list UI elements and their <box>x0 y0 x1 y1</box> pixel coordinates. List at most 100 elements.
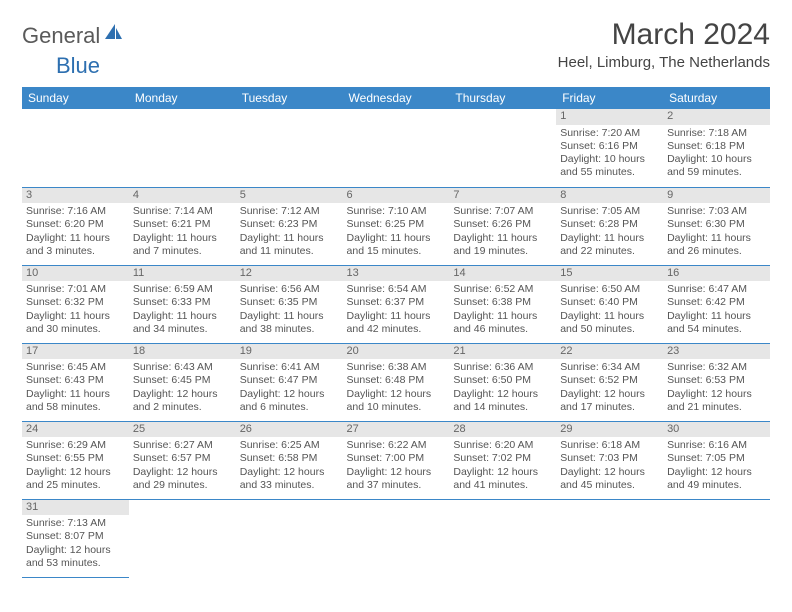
calendar-row: 3Sunrise: 7:16 AMSunset: 6:20 PMDaylight… <box>22 187 770 265</box>
day-number: 7 <box>449 188 556 204</box>
day-number: 20 <box>343 344 450 360</box>
day-line-ss: Sunset: 6:42 PM <box>667 296 766 309</box>
day-line-d1: Daylight: 12 hours <box>26 544 125 557</box>
day-line-d1: Daylight: 11 hours <box>26 388 125 401</box>
calendar-row: 24Sunrise: 6:29 AMSunset: 6:55 PMDayligh… <box>22 421 770 499</box>
day-number: 14 <box>449 266 556 282</box>
day-body: Sunrise: 6:41 AMSunset: 6:47 PMDaylight:… <box>236 359 343 418</box>
day-body: Sunrise: 6:47 AMSunset: 6:42 PMDaylight:… <box>663 281 770 340</box>
calendar-cell: 13Sunrise: 6:54 AMSunset: 6:37 PMDayligh… <box>343 265 450 343</box>
day-line-d1: Daylight: 11 hours <box>667 232 766 245</box>
day-line-d1: Daylight: 12 hours <box>667 388 766 401</box>
calendar-cell-empty <box>556 499 663 577</box>
day-line-d1: Daylight: 11 hours <box>26 232 125 245</box>
calendar-cell: 15Sunrise: 6:50 AMSunset: 6:40 PMDayligh… <box>556 265 663 343</box>
day-body: Sunrise: 6:27 AMSunset: 6:57 PMDaylight:… <box>129 437 236 496</box>
day-line-sr: Sunrise: 6:32 AM <box>667 361 766 374</box>
day-line-ss: Sunset: 6:35 PM <box>240 296 339 309</box>
day-number: 30 <box>663 422 770 438</box>
day-line-sr: Sunrise: 7:20 AM <box>560 127 659 140</box>
day-line-d2: and 54 minutes. <box>667 323 766 336</box>
day-number: 28 <box>449 422 556 438</box>
day-line-sr: Sunrise: 6:59 AM <box>133 283 232 296</box>
day-body: Sunrise: 6:32 AMSunset: 6:53 PMDaylight:… <box>663 359 770 418</box>
day-line-d1: Daylight: 12 hours <box>240 388 339 401</box>
calendar-cell-empty <box>343 499 450 577</box>
day-line-ss: Sunset: 7:02 PM <box>453 452 552 465</box>
calendar-cell: 30Sunrise: 6:16 AMSunset: 7:05 PMDayligh… <box>663 421 770 499</box>
calendar-row: 17Sunrise: 6:45 AMSunset: 6:43 PMDayligh… <box>22 343 770 421</box>
calendar-cell-empty <box>449 109 556 187</box>
day-number: 8 <box>556 188 663 204</box>
day-line-sr: Sunrise: 6:38 AM <box>347 361 446 374</box>
day-line-ss: Sunset: 6:37 PM <box>347 296 446 309</box>
day-line-d1: Daylight: 12 hours <box>240 466 339 479</box>
day-line-ss: Sunset: 6:45 PM <box>133 374 232 387</box>
day-number: 18 <box>129 344 236 360</box>
day-line-d1: Daylight: 11 hours <box>560 232 659 245</box>
calendar-cell: 1Sunrise: 7:20 AMSunset: 6:16 PMDaylight… <box>556 109 663 187</box>
logo-text-blue: Blue <box>56 53 100 78</box>
calendar-cell-empty <box>343 109 450 187</box>
calendar-cell: 16Sunrise: 6:47 AMSunset: 6:42 PMDayligh… <box>663 265 770 343</box>
day-body: Sunrise: 6:34 AMSunset: 6:52 PMDaylight:… <box>556 359 663 418</box>
day-body: Sunrise: 6:36 AMSunset: 6:50 PMDaylight:… <box>449 359 556 418</box>
day-line-d2: and 58 minutes. <box>26 401 125 414</box>
calendar-table: SundayMondayTuesdayWednesdayThursdayFrid… <box>22 87 770 578</box>
day-number: 24 <box>22 422 129 438</box>
calendar-cell-empty <box>236 499 343 577</box>
day-body: Sunrise: 6:16 AMSunset: 7:05 PMDaylight:… <box>663 437 770 496</box>
calendar-cell: 2Sunrise: 7:18 AMSunset: 6:18 PMDaylight… <box>663 109 770 187</box>
weekday-header: Friday <box>556 87 663 109</box>
day-line-d2: and 38 minutes. <box>240 323 339 336</box>
day-number: 10 <box>22 266 129 282</box>
day-body: Sunrise: 7:10 AMSunset: 6:25 PMDaylight:… <box>343 203 450 262</box>
day-body: Sunrise: 7:16 AMSunset: 6:20 PMDaylight:… <box>22 203 129 262</box>
day-line-sr: Sunrise: 6:54 AM <box>347 283 446 296</box>
calendar-cell: 6Sunrise: 7:10 AMSunset: 6:25 PMDaylight… <box>343 187 450 265</box>
calendar-cell: 19Sunrise: 6:41 AMSunset: 6:47 PMDayligh… <box>236 343 343 421</box>
day-line-ss: Sunset: 8:07 PM <box>26 530 125 543</box>
day-line-d2: and 29 minutes. <box>133 479 232 492</box>
day-line-d2: and 42 minutes. <box>347 323 446 336</box>
day-line-d1: Daylight: 12 hours <box>453 466 552 479</box>
day-line-ss: Sunset: 6:40 PM <box>560 296 659 309</box>
day-line-d1: Daylight: 11 hours <box>453 310 552 323</box>
day-line-ss: Sunset: 7:05 PM <box>667 452 766 465</box>
day-line-ss: Sunset: 6:30 PM <box>667 218 766 231</box>
day-body: Sunrise: 6:29 AMSunset: 6:55 PMDaylight:… <box>22 437 129 496</box>
day-number: 9 <box>663 188 770 204</box>
day-line-sr: Sunrise: 6:27 AM <box>133 439 232 452</box>
day-number: 21 <box>449 344 556 360</box>
day-line-sr: Sunrise: 7:01 AM <box>26 283 125 296</box>
day-line-d2: and 34 minutes. <box>133 323 232 336</box>
weekday-header: Monday <box>129 87 236 109</box>
day-line-ss: Sunset: 6:21 PM <box>133 218 232 231</box>
day-line-ss: Sunset: 6:50 PM <box>453 374 552 387</box>
day-line-ss: Sunset: 6:57 PM <box>133 452 232 465</box>
day-line-sr: Sunrise: 7:05 AM <box>560 205 659 218</box>
day-body: Sunrise: 6:59 AMSunset: 6:33 PMDaylight:… <box>129 281 236 340</box>
calendar-body: 1Sunrise: 7:20 AMSunset: 6:16 PMDaylight… <box>22 109 770 577</box>
day-number: 17 <box>22 344 129 360</box>
day-number: 4 <box>129 188 236 204</box>
calendar-cell: 11Sunrise: 6:59 AMSunset: 6:33 PMDayligh… <box>129 265 236 343</box>
calendar-cell: 10Sunrise: 7:01 AMSunset: 6:32 PMDayligh… <box>22 265 129 343</box>
day-line-ss: Sunset: 6:47 PM <box>240 374 339 387</box>
sail-icon <box>102 22 124 49</box>
day-line-d1: Daylight: 11 hours <box>240 232 339 245</box>
calendar-cell-empty <box>236 109 343 187</box>
day-number: 31 <box>22 500 129 516</box>
day-line-ss: Sunset: 6:25 PM <box>347 218 446 231</box>
day-line-ss: Sunset: 6:38 PM <box>453 296 552 309</box>
day-number: 26 <box>236 422 343 438</box>
weekday-header: Sunday <box>22 87 129 109</box>
day-number: 15 <box>556 266 663 282</box>
day-number: 5 <box>236 188 343 204</box>
day-line-ss: Sunset: 6:18 PM <box>667 140 766 153</box>
calendar-cell: 24Sunrise: 6:29 AMSunset: 6:55 PMDayligh… <box>22 421 129 499</box>
day-body: Sunrise: 6:18 AMSunset: 7:03 PMDaylight:… <box>556 437 663 496</box>
day-line-d2: and 50 minutes. <box>560 323 659 336</box>
day-line-sr: Sunrise: 6:41 AM <box>240 361 339 374</box>
day-line-d1: Daylight: 11 hours <box>667 310 766 323</box>
